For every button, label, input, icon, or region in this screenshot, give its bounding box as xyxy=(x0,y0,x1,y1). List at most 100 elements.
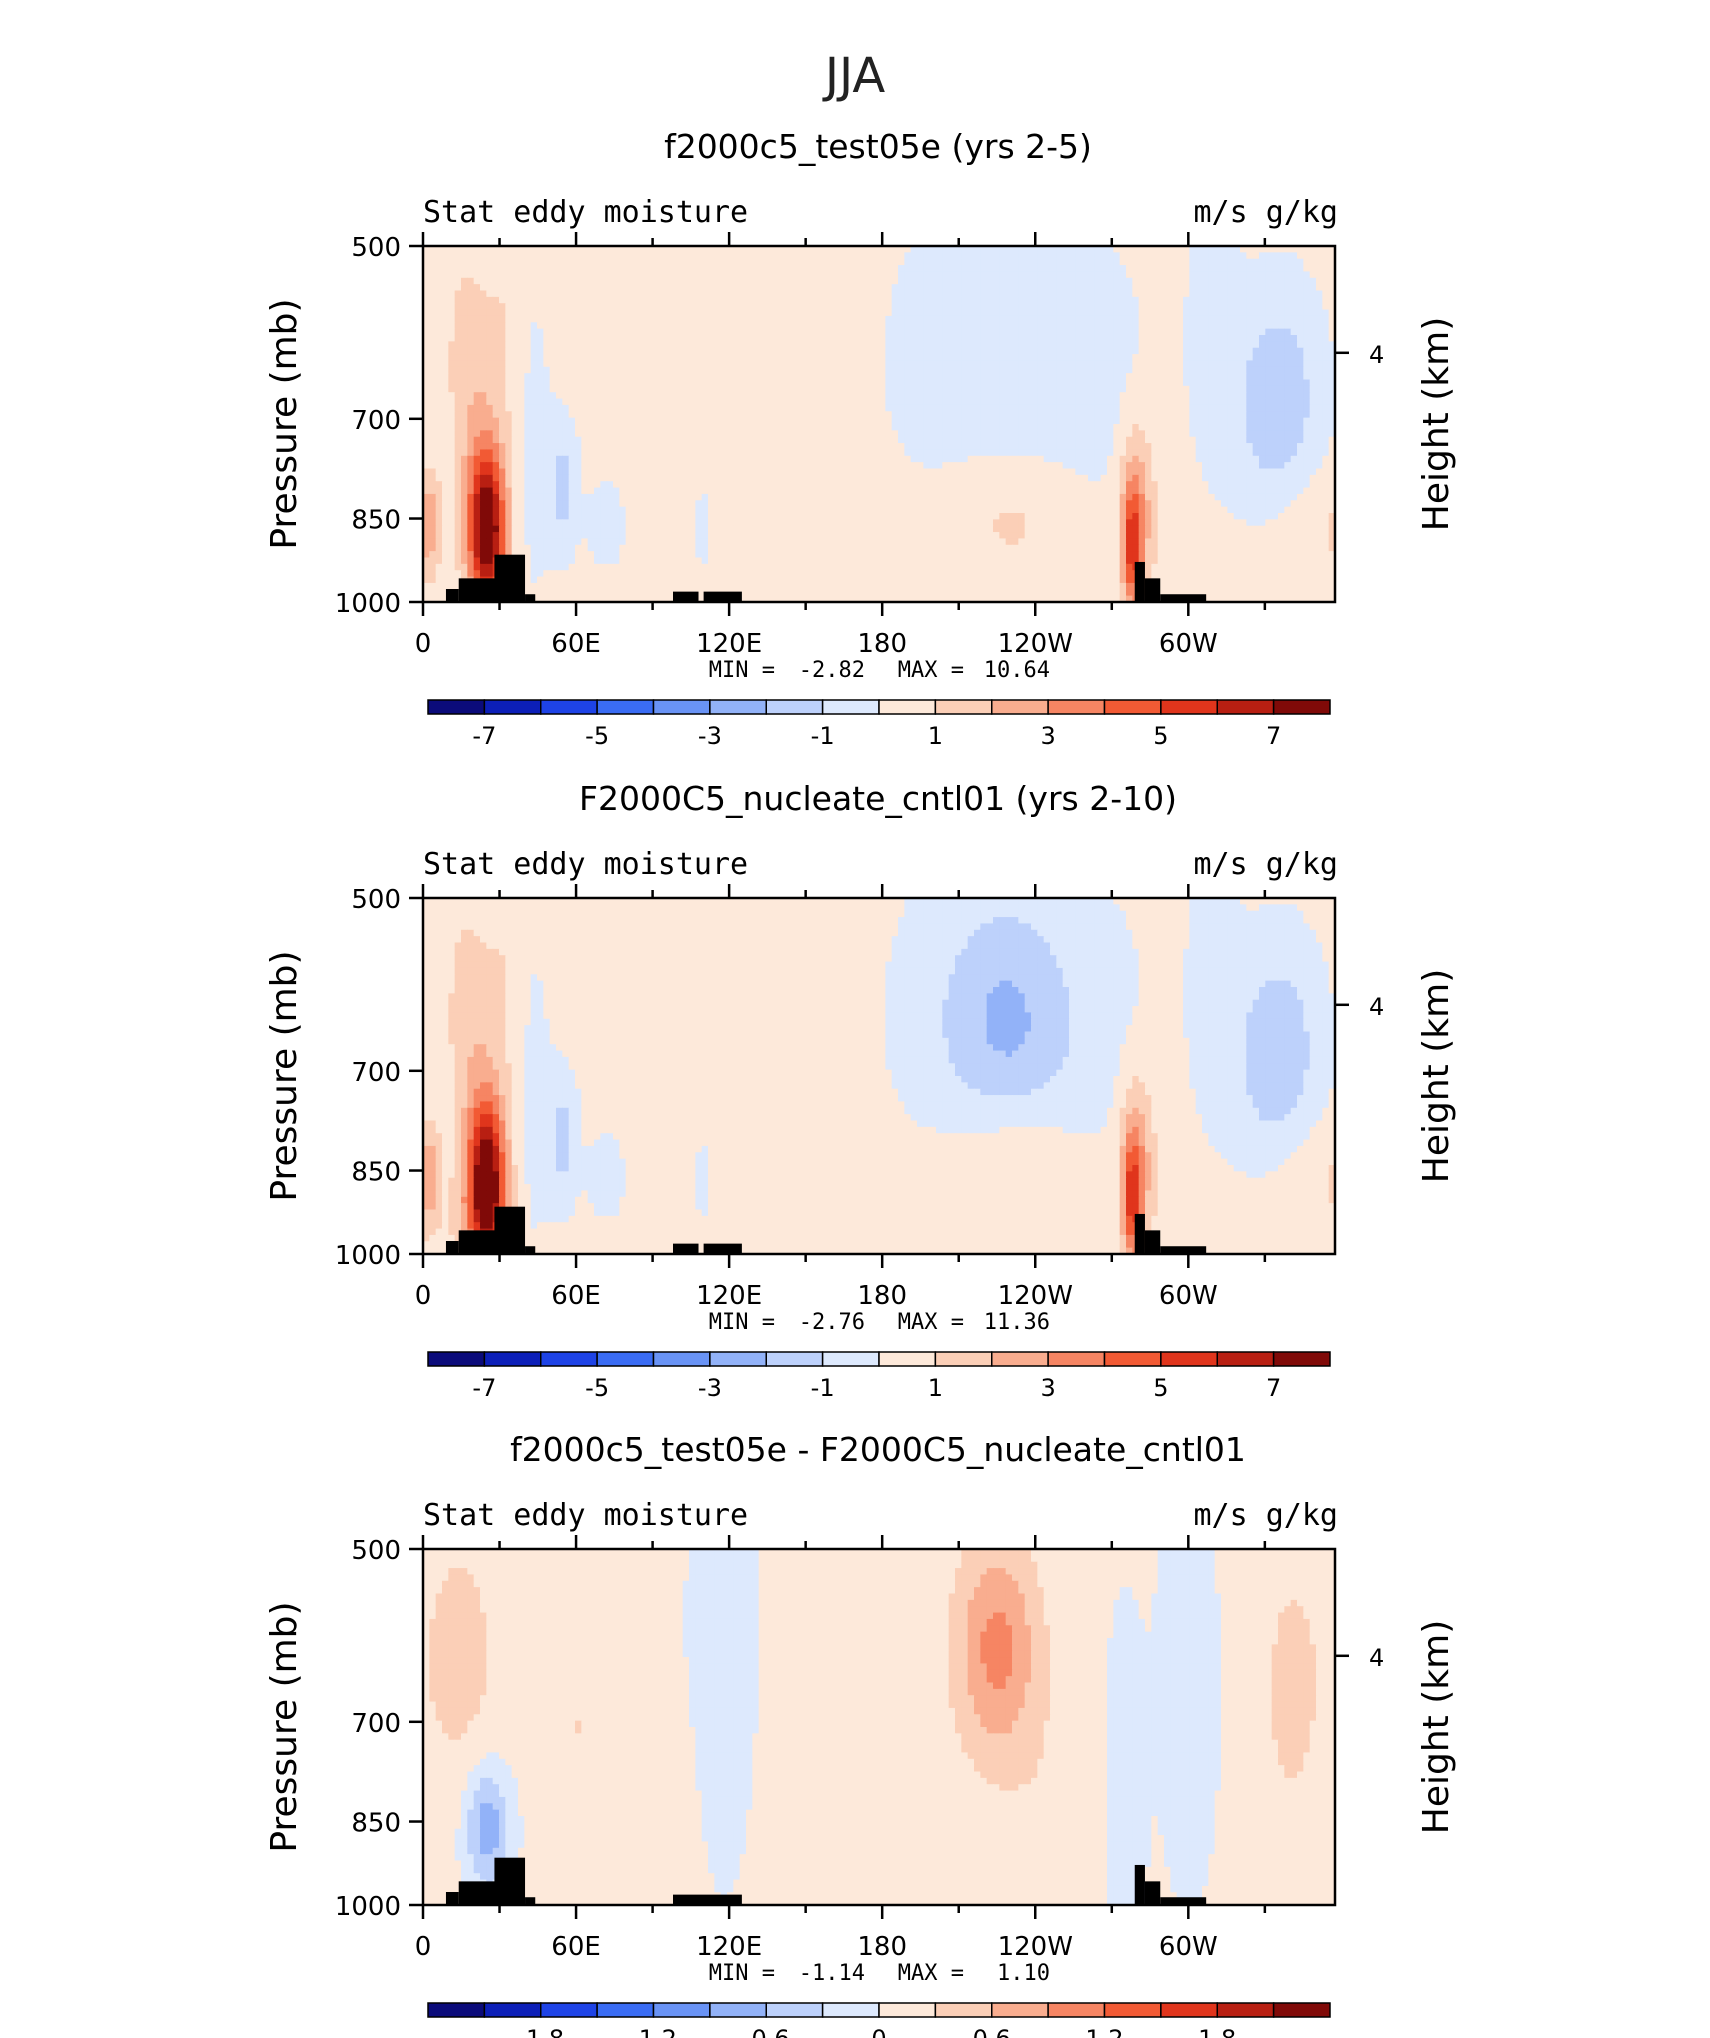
x-tick-label: 0 xyxy=(415,1281,432,1311)
x-tick-label: 60E xyxy=(551,1932,601,1962)
y-tick-label: 500 xyxy=(351,1536,401,1566)
terrain xyxy=(445,1857,1207,1905)
y-tick-label: 850 xyxy=(351,1809,401,1839)
colorbar-box xyxy=(1272,2002,1331,2018)
y-tick-label: 1000 xyxy=(335,1892,401,1922)
colorbar-box xyxy=(821,1351,880,1367)
x-tick-label: 120W xyxy=(998,1281,1073,1311)
colorbar-box xyxy=(991,1351,1049,1367)
colorbar-label: -7 xyxy=(472,1374,496,1402)
colorbar-label: 0 xyxy=(871,2025,886,2038)
colorbar-label: 5 xyxy=(1153,1374,1168,1402)
x-tick-label: 180 xyxy=(857,1932,907,1962)
y-axis-label: Pressure (mb) xyxy=(264,950,305,1201)
contour-field xyxy=(423,898,1336,1255)
terrain-block xyxy=(1160,1897,1207,1905)
colorbar-label: 0.6 xyxy=(973,2025,1011,2038)
terrain-block xyxy=(1134,561,1145,602)
terrain-block xyxy=(703,1243,742,1254)
colorbar-box xyxy=(878,1351,937,1367)
colorbar-box xyxy=(765,1351,824,1367)
y-tick-label: 1000 xyxy=(335,1241,401,1271)
plot-frame xyxy=(421,896,1337,1256)
figure-title: JJA xyxy=(822,48,885,104)
x-tick-label: 180 xyxy=(857,629,907,659)
plot-frame xyxy=(421,244,1337,604)
colorbar-box xyxy=(427,699,486,715)
y-axis-label: Pressure (mb) xyxy=(264,1601,305,1852)
colorbar-label: 7 xyxy=(1266,722,1281,750)
colorbar-label: -3 xyxy=(698,722,722,750)
panel-right-label: m/s g/kg xyxy=(1194,847,1339,882)
y-tick-label: 700 xyxy=(351,1058,401,1088)
colorbar-label: -1 xyxy=(811,1374,835,1402)
x-tick-label: 0 xyxy=(415,629,432,659)
panel-right-label: m/s g/kg xyxy=(1194,195,1339,230)
min-label: MIN = xyxy=(709,1310,775,1335)
colorbar-box xyxy=(652,1351,711,1367)
terrain-block xyxy=(673,1894,742,1905)
x-tick-label: 120W xyxy=(998,629,1073,659)
x-tick-label: 120E xyxy=(696,1281,762,1311)
colorbar-box xyxy=(991,699,1049,715)
min-label: MIN = xyxy=(709,658,775,683)
right-tick-label: 4 xyxy=(1369,993,1384,1021)
min-value: -2.76 xyxy=(799,1310,865,1335)
x-tick-label: 60E xyxy=(551,629,601,659)
max-label: MAX = xyxy=(898,658,964,683)
x-tick-label: 60W xyxy=(1159,1281,1218,1311)
panel-left-label: Stat eddy moisture xyxy=(423,847,748,882)
min-label: MIN = xyxy=(709,1961,775,1986)
terrain-block xyxy=(494,1857,526,1905)
min-value: -1.14 xyxy=(799,1961,865,1986)
x-tick-label: 60W xyxy=(1159,629,1218,659)
colorbar-box xyxy=(1216,2002,1275,2018)
colorbar-box xyxy=(709,1351,767,1367)
terrain-block xyxy=(703,591,742,602)
y-tick-label: 850 xyxy=(351,506,401,536)
panel-left-label: Stat eddy moisture xyxy=(423,195,748,230)
colorbar-box xyxy=(1047,1351,1106,1367)
terrain xyxy=(445,1206,1207,1254)
colorbar-label: -0.6 xyxy=(743,2025,790,2038)
panel-right-label: m/s g/kg xyxy=(1194,1498,1339,1533)
terrain-block xyxy=(1144,1230,1161,1254)
colorbar-box xyxy=(483,2002,542,2018)
colorbar-box xyxy=(1216,699,1275,715)
colorbar-box xyxy=(821,699,880,715)
terrain-block xyxy=(1144,578,1161,602)
colorbar-label: 1.8 xyxy=(1198,2025,1236,2038)
plot-frame xyxy=(421,1547,1337,1907)
colorbar-label: 1.2 xyxy=(1085,2025,1123,2038)
y-axis-label-right: Height (km) xyxy=(1416,1620,1457,1834)
colorbar: -1.8 -1.2 -0.6 0 0.6 1.2 1.8 xyxy=(427,2002,1331,2038)
terrain-block xyxy=(1160,1246,1207,1254)
colorbar-label: 1 xyxy=(928,1374,943,1402)
colorbar-box xyxy=(1272,699,1331,715)
terrain-block xyxy=(525,1897,536,1905)
colorbar-label: 3 xyxy=(1040,722,1055,750)
colorbar-box xyxy=(1103,699,1162,715)
colorbar-box xyxy=(1160,1351,1218,1367)
colorbar-box xyxy=(765,699,824,715)
colorbar-label: -1 xyxy=(811,722,835,750)
colorbar-box xyxy=(821,2002,880,2018)
terrain-block xyxy=(673,1243,699,1254)
terrain-block xyxy=(1144,1881,1161,1905)
colorbar-box xyxy=(709,699,767,715)
colorbar-label: -5 xyxy=(585,722,609,750)
colorbar-box xyxy=(1047,2002,1106,2018)
max-value: 10.64 xyxy=(984,658,1050,683)
y-tick-label: 700 xyxy=(351,1709,401,1739)
panel-title: F2000C5_nucleate_cntl01 (yrs 2-10) xyxy=(579,779,1177,818)
max-value: 1.10 xyxy=(997,1961,1050,1986)
colorbar-box xyxy=(596,699,655,715)
panel-title: f2000c5_test05e (yrs 2-5) xyxy=(664,127,1092,166)
colorbar-box xyxy=(991,2002,1049,2018)
terrain-block xyxy=(494,554,526,602)
terrain-block xyxy=(494,1206,526,1254)
min-value: -2.82 xyxy=(799,658,865,683)
max-label: MAX = xyxy=(898,1310,964,1335)
panels: f2000c5_test05e (yrs 2-5) Stat eddy moist… xyxy=(264,127,1457,2038)
